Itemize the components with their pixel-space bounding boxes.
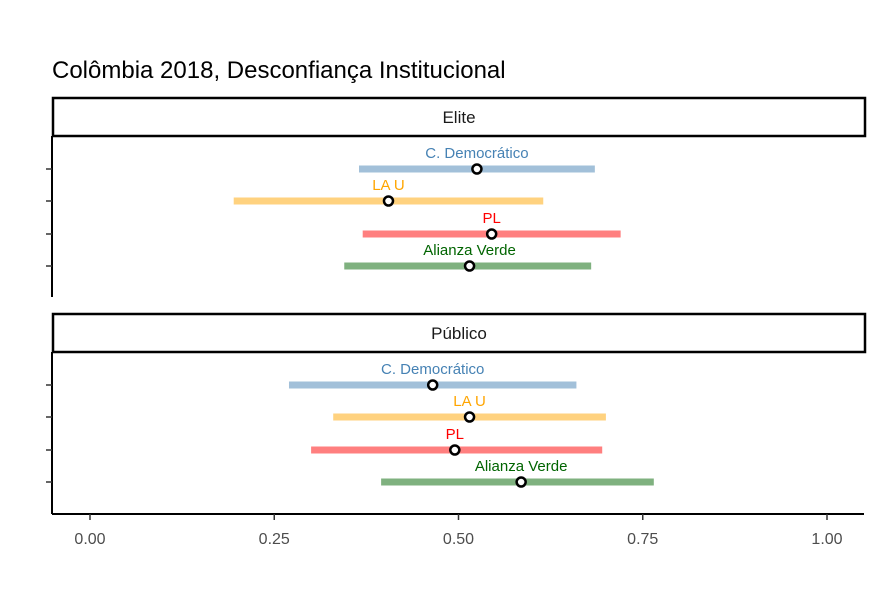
series-label: PL xyxy=(482,210,500,227)
panel-1: Público C. Democrático LA U PL Alianza Verde xyxy=(46,312,867,514)
x-axis: 0.00 0.25 0.50 0.75 1.00 xyxy=(52,513,864,548)
facet-label: Público xyxy=(431,324,487,343)
mean-point xyxy=(485,228,498,240)
series-label: Alianza Verde xyxy=(423,242,516,259)
mean-point xyxy=(515,476,527,488)
x-tick-label: 1.00 xyxy=(811,531,842,548)
x-tick-label: 0.75 xyxy=(627,531,658,548)
x-tick-label: 0.25 xyxy=(259,531,290,548)
x-tick-label: 0.00 xyxy=(74,531,105,548)
mean-point xyxy=(463,411,476,423)
mean-point xyxy=(471,163,483,175)
series-label: LA U xyxy=(372,177,405,194)
mean-point xyxy=(449,444,461,456)
mean-point xyxy=(382,195,395,207)
chart-title: Colômbia 2018, Desconfiança Instituciona… xyxy=(52,57,506,84)
x-tick-label: 0.50 xyxy=(443,531,474,548)
panel-0: Elite C. Democrático LA U PL Alianza Verde xyxy=(46,96,867,297)
mean-point xyxy=(463,260,476,272)
facet-strip xyxy=(51,96,867,138)
series-label: C. Democrático xyxy=(425,145,528,162)
facet-label: Elite xyxy=(442,108,475,127)
series-label: Alianza Verde xyxy=(475,458,568,475)
mean-point xyxy=(426,379,439,391)
series-label: LA U xyxy=(453,393,486,410)
series-label: C. Democrático xyxy=(381,361,484,378)
series-label: PL xyxy=(446,426,464,443)
facet-strip xyxy=(51,312,867,354)
